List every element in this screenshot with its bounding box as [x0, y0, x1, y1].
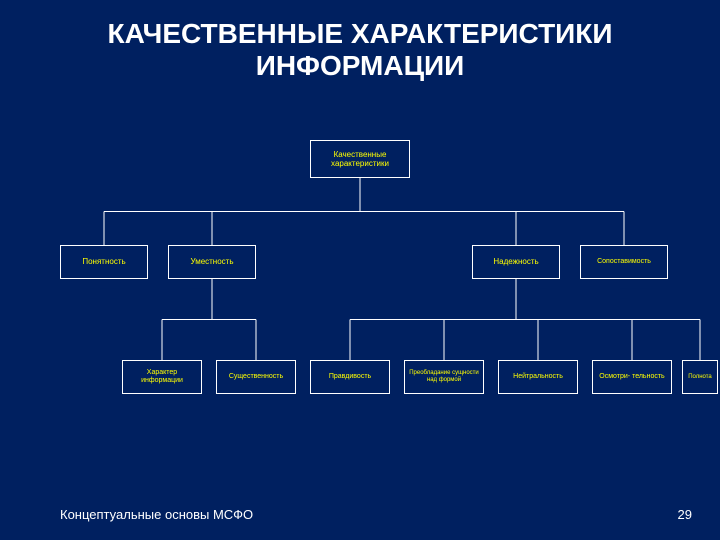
node-n4: Сопоставимость [580, 245, 668, 279]
node-c5: Нейтральность [498, 360, 578, 394]
slide-title: КАЧЕСТВЕННЫЕ ХАРАКТЕРИСТИКИ ИНФОРМАЦИИ [0, 18, 720, 82]
node-c7: Полнота [682, 360, 718, 394]
node-n3: Надежность [472, 245, 560, 279]
connectors-layer [0, 130, 720, 470]
node-root: Качественные характеристики [310, 140, 410, 178]
node-c4: Преобладание сущности над формой [404, 360, 484, 394]
org-chart: Качественные характеристики Понятность Уме… [0, 130, 720, 470]
node-c1: Характер информации [122, 360, 202, 394]
node-c2: Существенность [216, 360, 296, 394]
node-c6: Осмотри- тельность [592, 360, 672, 394]
node-n2: Уместность [168, 245, 256, 279]
node-c3: Правдивость [310, 360, 390, 394]
footer-text: Концептуальные основы МСФО [60, 507, 253, 522]
node-n1: Понятность [60, 245, 148, 279]
slide-number: 29 [678, 507, 692, 522]
